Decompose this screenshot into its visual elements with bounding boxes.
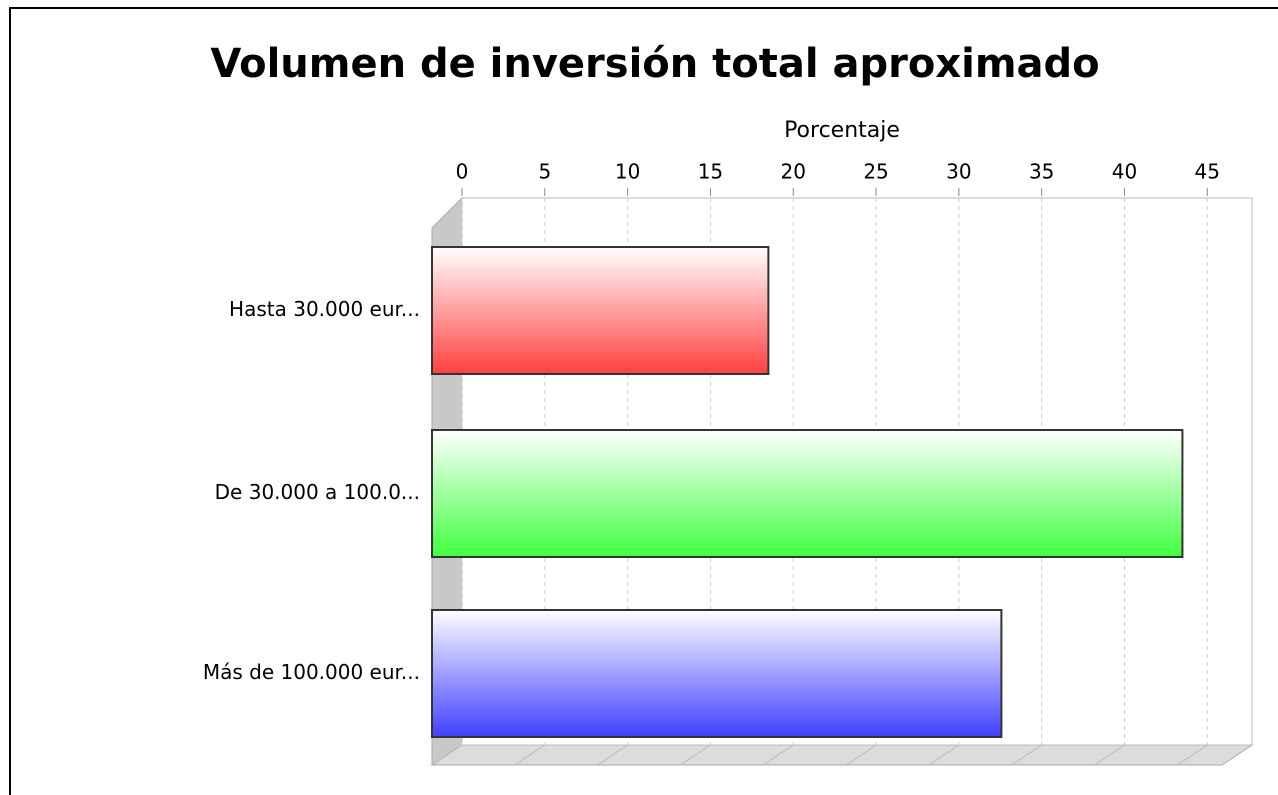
x-tick-label: 15 [698, 160, 723, 184]
floor [430, 744, 1254, 766]
grid-line [1177, 744, 1208, 766]
grid-line [431, 744, 463, 766]
x-tick-label: 40 [1112, 160, 1137, 184]
x-tick-label: 0 [456, 160, 469, 184]
y-tick-label: De 30.000 a 100.0... [215, 480, 420, 504]
grid-line [597, 744, 628, 766]
chart-title: Volumen de inversión total aproximado [210, 41, 1099, 87]
x-tick-label: 45 [1195, 160, 1220, 184]
grid-line [680, 744, 711, 766]
y-tick-label: Más de 100.000 eur... [203, 660, 420, 684]
y-tick-label: Hasta 30.000 eur... [229, 297, 420, 321]
x-tick-label: 35 [1029, 160, 1054, 184]
x-tick-label: 25 [863, 160, 888, 184]
bar [431, 429, 1184, 558]
x-tick-label: 20 [781, 160, 806, 184]
x-tick-label: 10 [615, 160, 640, 184]
grid-line [762, 744, 794, 766]
axis-label: Porcentaje [784, 118, 900, 143]
bar [431, 609, 1003, 738]
grid-line [845, 744, 877, 766]
grid-line [514, 744, 546, 766]
grid-line [1094, 744, 1125, 766]
bar [431, 246, 770, 375]
x-tick-label: 30 [946, 160, 971, 184]
grid-line [1011, 744, 1042, 766]
x-tick-label: 5 [538, 160, 551, 184]
grid-line [928, 744, 960, 766]
